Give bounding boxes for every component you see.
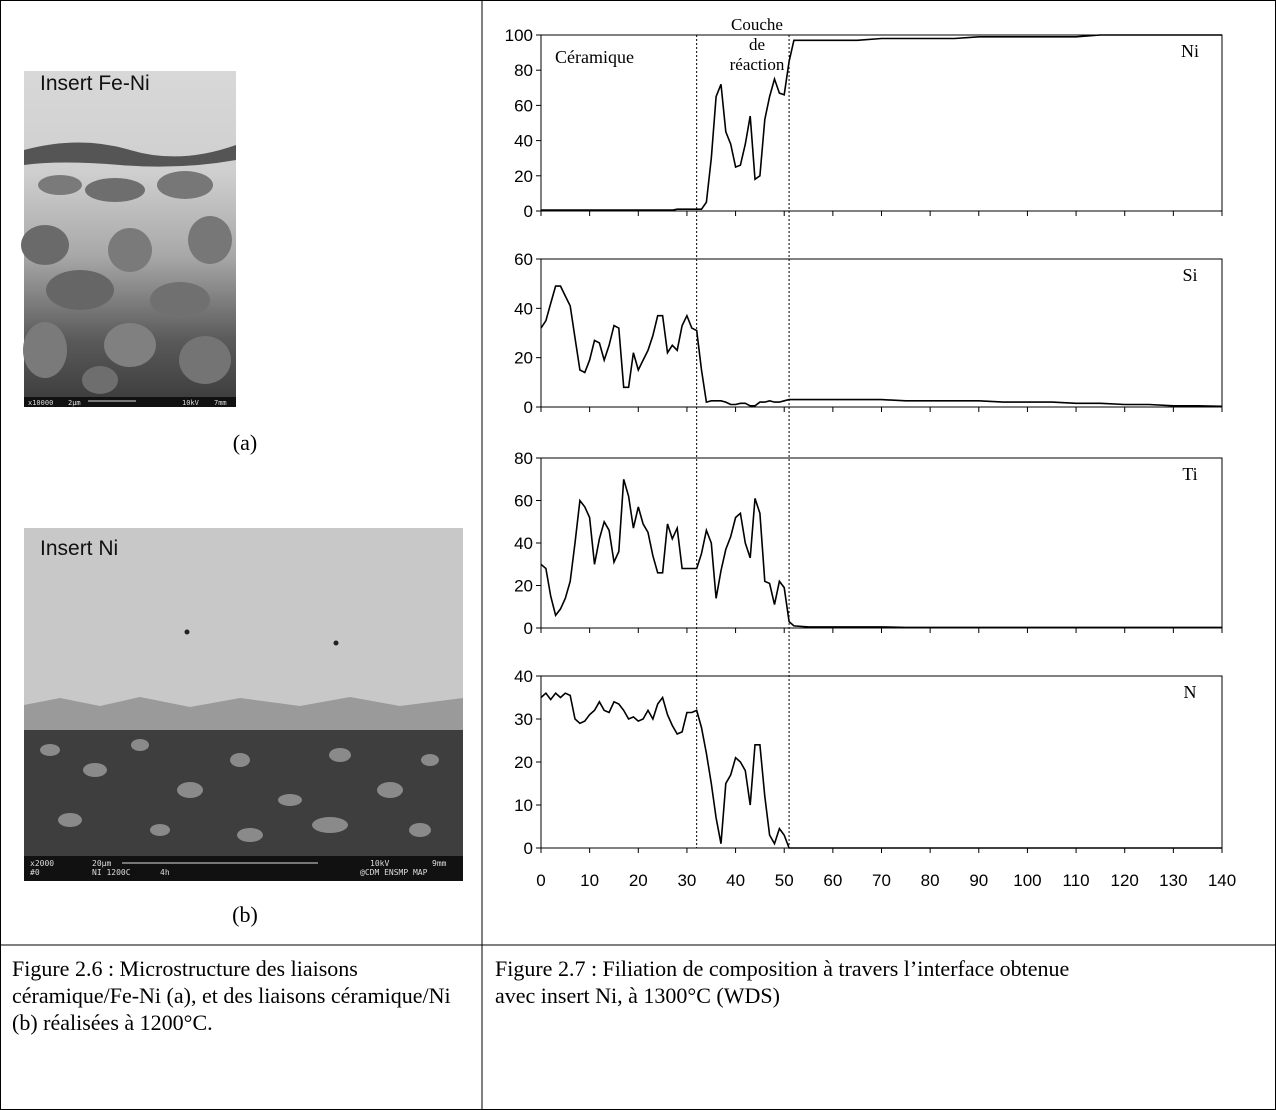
x-tick-label: 40 [726, 871, 745, 890]
series-label: Ni [1181, 41, 1199, 61]
plot-frame [540, 675, 1223, 849]
x-tick-label: 140 [1208, 871, 1236, 890]
series-label: Si [1182, 265, 1197, 285]
zone-label: Céramique [555, 47, 634, 67]
x-tick-label: 0 [536, 871, 545, 890]
figure-letter: (a) [233, 430, 257, 455]
x-tick-label: 80 [921, 871, 940, 890]
y-tick-label: 20 [514, 167, 533, 186]
y-tick-label: 20 [514, 349, 533, 368]
figure-letter: (b) [232, 902, 258, 927]
y-tick-label: 40 [514, 667, 533, 686]
x-tick-label: 130 [1159, 871, 1187, 890]
data-line [541, 34, 1222, 211]
y-tick-label: 30 [514, 710, 533, 729]
x-tick-label: 60 [823, 871, 842, 890]
scale-text: x10000 [28, 399, 53, 407]
x-tick-label: 70 [872, 871, 891, 890]
y-tick-label: 0 [524, 839, 533, 858]
x-tick-label: 100 [1013, 871, 1041, 890]
data-line [540, 692, 1222, 849]
y-tick-label: 10 [514, 796, 533, 815]
scale-text: 2μm [68, 399, 81, 407]
plot-frame [540, 34, 1223, 212]
y-tick-label: 80 [514, 449, 533, 468]
y-tick-label: 0 [524, 202, 533, 221]
x-tick-label: 20 [629, 871, 648, 890]
y-tick-label: 40 [514, 132, 533, 151]
plot-frame [540, 457, 1223, 629]
series-label: N [1184, 682, 1197, 702]
zone-label: réaction [730, 55, 785, 74]
caption: Figure 2.6 : Microstructure des liaisons… [12, 956, 451, 1035]
y-tick-label: 100 [505, 26, 533, 45]
x-tick-label: 10 [580, 871, 599, 890]
caption: Figure 2.7 : Filiation de composition à … [495, 956, 1070, 1008]
y-tick-label: 80 [514, 61, 533, 80]
x-tick-label: 90 [969, 871, 988, 890]
y-tick-label: 60 [514, 492, 533, 511]
x-tick-label: 30 [677, 871, 696, 890]
micrograph-a [21, 71, 236, 407]
data-line [540, 285, 1223, 408]
y-tick-label: 40 [514, 299, 533, 318]
x-tick-label: 110 [1063, 871, 1090, 890]
scale-text: 4h [160, 868, 170, 877]
y-tick-label: 20 [514, 577, 533, 596]
zone-label: Couche [731, 15, 783, 34]
zone-label: de [749, 35, 765, 54]
scale-text: NI 1200C [92, 868, 131, 877]
y-tick-label: 0 [524, 398, 533, 417]
micrograph-label: Insert Fe-Ni [40, 72, 150, 95]
scale-text: 9mm [432, 859, 447, 868]
series-label: Ti [1182, 464, 1197, 484]
scale-text: 10kV [182, 399, 200, 407]
data-line [540, 479, 1222, 629]
y-tick-label: 60 [514, 250, 533, 269]
y-tick-label: 60 [514, 96, 533, 115]
scale-text: 10kV [370, 859, 389, 868]
micrograph-label: Insert Ni [40, 537, 118, 560]
y-tick-label: 40 [514, 534, 533, 553]
scale-text: 7mm [214, 399, 227, 407]
scale-text: @CDM ENSMP MAP [360, 868, 428, 877]
scale-text: #0 [30, 868, 40, 877]
x-tick-label: 120 [1111, 871, 1139, 890]
y-tick-label: 0 [524, 619, 533, 638]
scale-text: x2000 [30, 859, 54, 868]
micrograph-b [24, 528, 463, 881]
plot-frame [540, 258, 1223, 408]
scale-text: 20μm [92, 859, 111, 868]
y-tick-label: 20 [514, 753, 533, 772]
x-tick-label: 50 [775, 871, 794, 890]
